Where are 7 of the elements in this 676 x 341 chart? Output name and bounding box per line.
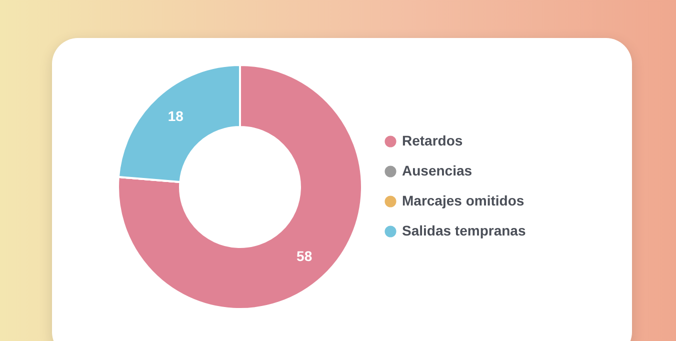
legend-label: Ausencias bbox=[402, 162, 472, 178]
legend-label: Retardos bbox=[402, 132, 463, 148]
legend-label: Salidas tempranas bbox=[402, 222, 526, 238]
data-label: 18 bbox=[168, 108, 184, 124]
legend-label: Marcajes omitidos bbox=[402, 192, 524, 208]
data-label: 58 bbox=[296, 248, 312, 264]
donut-slice bbox=[117, 64, 363, 310]
